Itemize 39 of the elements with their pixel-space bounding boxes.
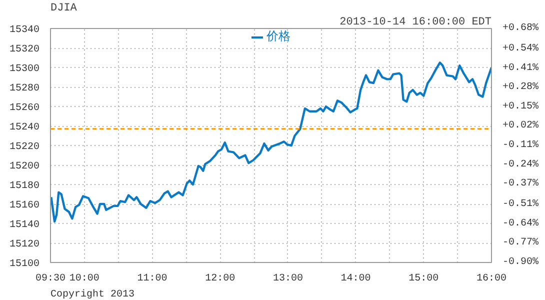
x-tick-label: 15:00 — [408, 274, 439, 284]
y2-tick-label: +0.15% — [502, 101, 539, 112]
y-tick-label: 15280 — [9, 84, 40, 94]
x-tick-label: 12:00 — [205, 274, 236, 284]
y2-tick-label: -0.90% — [502, 257, 539, 268]
y2-tick-label: +0.28% — [502, 82, 539, 94]
y2-tick-label: +0.02% — [502, 120, 539, 132]
y-tick-label: 15300 — [9, 64, 40, 75]
y2-tick-label: -0.51% — [502, 199, 539, 210]
y-tick-label: 15240 — [9, 122, 40, 134]
y-tick-label: 15320 — [9, 44, 40, 56]
y-tick-label: 15220 — [9, 142, 40, 153]
chart-title: DJIA — [50, 2, 78, 14]
x-tick-label: 10:00 — [69, 274, 100, 284]
y2-tick-label: +0.68% — [502, 23, 539, 34]
chart-subtitle: 2013-10-14 16:00:00 EDT — [340, 16, 492, 28]
x-tick-label: 16:00 — [476, 274, 507, 284]
y-tick-label: 15200 — [9, 162, 40, 172]
y2-tick-label: +0.41% — [502, 62, 539, 74]
y2-tick-label: -0.77% — [502, 238, 539, 249]
y2-tick-label: -0.11% — [502, 140, 539, 151]
x-tick-label: 09:30 — [36, 274, 66, 284]
y-tick-label: 15160 — [9, 200, 40, 212]
y-tick-label: 15260 — [9, 103, 40, 114]
x-tick-label: 14:00 — [340, 274, 371, 284]
y2-tick-label: -0.24% — [502, 159, 539, 170]
y-tick-label: 15340 — [9, 25, 40, 36]
y2-tick-label: -0.37% — [502, 178, 539, 190]
text: Copyright 2013 — [50, 288, 135, 300]
y-tick-label: 15120 — [9, 240, 40, 250]
y-tick-label: 15100 — [9, 259, 40, 270]
y-tick-label: 15140 — [9, 220, 40, 231]
y-tick-label: 15180 — [9, 181, 40, 192]
legend-label: 价格 — [266, 28, 290, 45]
y2-tick-label: -0.64% — [502, 218, 539, 230]
x-tick-label: 11:00 — [137, 274, 168, 284]
line-series — [50, 62, 492, 223]
x-tick-label: 13:00 — [272, 274, 303, 284]
y2-tick-label: +0.54% — [502, 44, 539, 55]
